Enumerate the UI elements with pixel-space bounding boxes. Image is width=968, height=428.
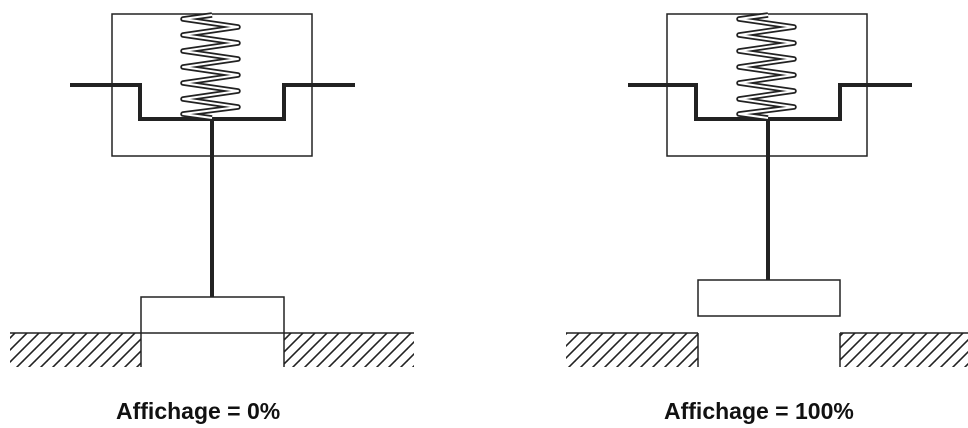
figure-closed <box>10 12 414 367</box>
spring-inner-left <box>182 14 239 119</box>
valve-plug-right <box>697 279 841 317</box>
caption-closed: Affichage = 0% <box>116 398 281 424</box>
figure-open <box>566 12 968 367</box>
valve-seat-left-a <box>10 333 141 367</box>
valve-seat-right-b <box>840 333 968 367</box>
valve-seat-left-b <box>284 333 414 367</box>
valve-plug-left <box>140 296 285 334</box>
valve-seat-right-a <box>566 333 698 367</box>
caption-open: Affichage = 100% <box>664 398 854 424</box>
spring-inner-right <box>738 14 795 119</box>
